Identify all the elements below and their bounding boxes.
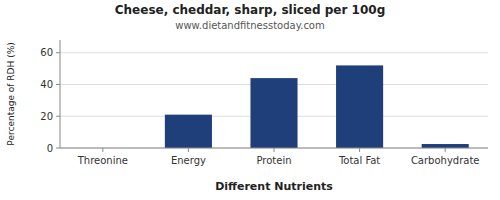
y-axis: 0 20 40 60: [40, 47, 488, 153]
x-tick: [188, 148, 189, 152]
y-axis-line: [60, 40, 61, 148]
x-tick: [359, 148, 360, 152]
x-tick: [102, 148, 103, 152]
x-label: Different Nutrients: [215, 180, 333, 193]
grid-line: [60, 52, 488, 53]
bars: [165, 65, 469, 148]
bar: [336, 65, 383, 148]
x-tick-label: Total Fat: [338, 155, 380, 166]
x-tick-label: Energy: [171, 155, 206, 166]
subtitle: www.dietandfitnesstoday.com: [175, 20, 324, 31]
x-tick-label: Threonine: [77, 155, 128, 166]
bar: [250, 78, 297, 148]
bar: [422, 144, 469, 148]
x-tick-label: Carbohydrate: [411, 155, 480, 166]
bar: [165, 115, 212, 148]
y-tick-label: 60: [40, 47, 53, 58]
x-tick-label: Protein: [256, 155, 291, 166]
y-tick: [56, 116, 60, 117]
y-tick: [56, 84, 60, 85]
x-axis: Threonine Energy Protein Total Fat Carbohydr…: [60, 40, 488, 166]
chart: Cheese, cheddar, sharp, sliced per 100g w…: [0, 0, 500, 200]
title: Cheese, cheddar, sharp, sliced per 100g: [115, 3, 386, 17]
y-label: Percentage of RDH (%): [6, 42, 16, 145]
y-tick-label: 0: [47, 143, 53, 154]
y-tick: [56, 148, 60, 149]
y-tick-label: 20: [40, 111, 53, 122]
y-tick: [56, 52, 60, 53]
y-tick-label: 40: [40, 79, 53, 90]
x-tick: [445, 148, 446, 152]
x-tick: [274, 148, 275, 152]
